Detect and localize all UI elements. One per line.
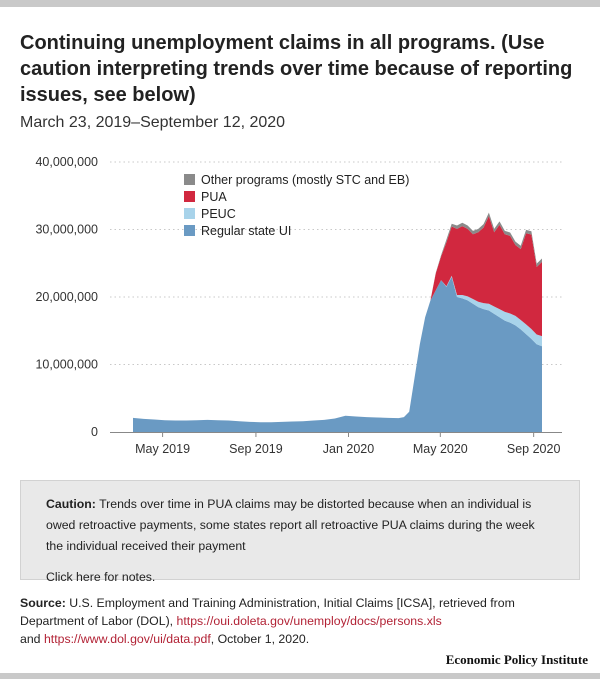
- chart-subtitle: March 23, 2019–September 12, 2020: [20, 114, 286, 131]
- y-tick-label: 20,000,000: [35, 290, 98, 304]
- caution-box: Caution: Trends over time in PUA claims …: [20, 480, 580, 584]
- chart-title: Continuing unemployment claims in all pr…: [20, 32, 573, 106]
- legend-label: Regular state UI: [201, 224, 291, 238]
- notes-link[interactable]: Click here for notes.: [46, 570, 156, 584]
- legend-label: Other programs (mostly STC and EB): [201, 173, 409, 187]
- x-tick-label: Sep 2020: [507, 442, 561, 456]
- source-text-3: , October 1, 2020.: [210, 632, 310, 646]
- gridlines: [110, 161, 562, 365]
- y-tick-label: 10,000,000: [35, 358, 98, 372]
- y-axis: 40,000,000 30,000,000 20,000,000 10,000,000…: [35, 155, 98, 439]
- legend-swatch: [184, 174, 195, 185]
- source-note: Source: U.S. Employment and Training Adm…: [20, 594, 580, 648]
- x-tick-label: Jan 2020: [323, 442, 374, 456]
- epi-logo: Economic Policy Institute: [445, 652, 588, 667]
- caution-text: Trends over time in PUA claims may be di…: [46, 497, 535, 553]
- legend: Other programs (mostly STC and EB) PUA PEU…: [184, 173, 409, 238]
- x-tick-label: Sep 2019: [229, 442, 283, 456]
- legend-swatch: [184, 208, 195, 219]
- x-tick-label: May 2020: [413, 442, 468, 456]
- source-text-1: U.S. Employment and Training Administrat…: [20, 596, 515, 628]
- top-border: [0, 0, 600, 7]
- legend-swatch: [184, 225, 195, 236]
- source-link-data[interactable]: https://www.dol.gov/ui/data.pdf: [43, 632, 211, 646]
- legend-label: PEUC: [201, 207, 236, 221]
- legend-label: PUA: [201, 190, 227, 204]
- bottom-border: [0, 673, 600, 679]
- caution-label: Caution:: [46, 497, 96, 511]
- stacked-areas: [133, 212, 542, 432]
- source-label: Source:: [20, 596, 66, 610]
- y-tick-label: 30,000,000: [35, 223, 98, 237]
- area-pua: [133, 216, 542, 423]
- x-axis: May 2019 Sep 2019 Jan 2020 May 2020 Sep 2020: [110, 432, 562, 456]
- caution-text-block: Caution: Trends over time in PUA claims …: [46, 497, 535, 553]
- source-link-persons[interactable]: https://oui.doleta.gov/unemploy/docs/per…: [176, 614, 442, 628]
- y-tick-label: 40,000,000: [35, 155, 98, 169]
- y-tick-label: 0: [91, 425, 98, 439]
- area-regular-state-ui: [133, 276, 542, 432]
- x-tick-label: May 2019: [135, 442, 190, 456]
- area-chart: 40,000,000 30,000,000 20,000,000 10,000,000…: [35, 155, 562, 456]
- source-text-2: and: [20, 632, 41, 646]
- legend-swatch: [184, 191, 195, 202]
